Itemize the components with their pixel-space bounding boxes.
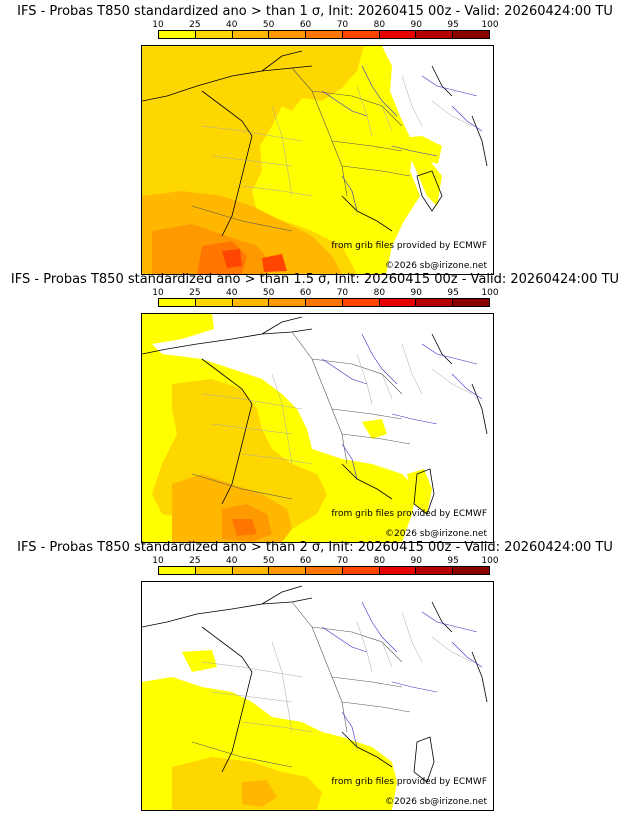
colorbar-tick-label: 90 bbox=[410, 20, 422, 30]
colorbar bbox=[158, 566, 490, 575]
colorbar-segment bbox=[159, 299, 196, 306]
colorbar-tick-label: 80 bbox=[373, 556, 386, 566]
country-borders bbox=[191, 331, 411, 500]
colorbar-ticks: 10 25 40 50 60 70 80 90 95 100 bbox=[0, 556, 630, 566]
colorbar-segment bbox=[416, 31, 454, 38]
colorbar-segment bbox=[195, 567, 233, 574]
colorbar-segment bbox=[306, 567, 343, 574]
colorbar-tick-label: 95 bbox=[447, 288, 459, 298]
colorbar-tick-label: 25 bbox=[189, 288, 201, 298]
coastline bbox=[142, 50, 488, 237]
colorbar-tick-label: 40 bbox=[226, 556, 238, 566]
colorbar-tick-label: 10 bbox=[152, 288, 164, 298]
colorbar-segment bbox=[379, 299, 417, 306]
colorbar-tick-label: 25 bbox=[189, 556, 201, 566]
map-graphic bbox=[142, 46, 488, 274]
colorbar-tick-label: 100 bbox=[481, 288, 499, 298]
country-borders bbox=[191, 601, 411, 768]
prob-corsica-area bbox=[407, 469, 432, 514]
colorbar-tick-label: 50 bbox=[262, 288, 275, 298]
map-panel-3: IFS - Probas T850 standardized ano > tha… bbox=[0, 540, 630, 811]
copyright-credit: ©2026 sb@irizone.net bbox=[385, 261, 487, 271]
copyright-credit: ©2026 sb@irizone.net bbox=[385, 797, 487, 807]
prob-40-50-area bbox=[242, 780, 277, 807]
colorbar-segment bbox=[416, 299, 454, 306]
data-source-credit: from grib files provided by ECMWF bbox=[331, 777, 487, 787]
coastline bbox=[142, 316, 488, 515]
colorbar-tick-label: 80 bbox=[373, 288, 386, 298]
colorbar-tick-label: 95 bbox=[447, 20, 459, 30]
colorbar-tick-label: 70 bbox=[336, 288, 349, 298]
colorbar-segment bbox=[159, 567, 196, 574]
panel-title: IFS - Probas T850 standardized ano > tha… bbox=[10, 272, 620, 287]
colorbar-segment bbox=[269, 31, 307, 38]
colorbar-tick-label: 50 bbox=[262, 20, 275, 30]
colorbar-segment bbox=[195, 299, 233, 306]
colorbar-tick-label: 60 bbox=[299, 556, 312, 566]
rivers bbox=[321, 601, 483, 748]
map-panel-1: IFS - Probas T850 standardized ano > tha… bbox=[0, 4, 630, 275]
probability-map: from grib files provided by ECMWF ©2026 … bbox=[141, 313, 494, 543]
map-panel-2: IFS - Probas T850 standardized ano > tha… bbox=[0, 272, 630, 543]
rivers bbox=[321, 65, 483, 212]
colorbar-tick-label: 40 bbox=[226, 20, 238, 30]
colorbar-tick-label: 60 bbox=[299, 20, 312, 30]
map-graphic bbox=[142, 585, 488, 810]
coastline bbox=[142, 585, 488, 783]
probability-map: from grib files provided by ECMWF ©2026 … bbox=[141, 581, 494, 811]
prob-corsica-area bbox=[410, 151, 442, 206]
prob-italy-area bbox=[362, 419, 387, 439]
colorbar bbox=[158, 30, 490, 39]
colorbar bbox=[158, 298, 490, 307]
prob-70-80-area bbox=[222, 249, 287, 272]
copyright-credit: ©2026 sb@irizone.net bbox=[385, 529, 487, 539]
prob-italy-area bbox=[400, 136, 442, 164]
map-graphic bbox=[142, 314, 488, 542]
colorbar-tick-label: 60 bbox=[299, 288, 312, 298]
colorbar-segment bbox=[453, 567, 490, 574]
colorbar-tick-label: 70 bbox=[336, 20, 349, 30]
colorbar-segment bbox=[342, 299, 380, 306]
colorbar-tick-label: 100 bbox=[481, 556, 499, 566]
rivers bbox=[321, 333, 483, 480]
colorbar-tick-label: 90 bbox=[410, 288, 422, 298]
colorbar-segment bbox=[342, 31, 380, 38]
colorbar-segment bbox=[453, 31, 490, 38]
panel-title: IFS - Probas T850 standardized ano > tha… bbox=[17, 540, 613, 555]
prob-60-70-area bbox=[232, 519, 257, 536]
colorbar-tick-label: 70 bbox=[336, 556, 349, 566]
panel-title: IFS - Probas T850 standardized ano > tha… bbox=[17, 4, 613, 19]
colorbar-segment bbox=[416, 567, 454, 574]
colorbar-segment bbox=[195, 31, 233, 38]
colorbar-segment bbox=[232, 299, 270, 306]
colorbar-segment bbox=[306, 31, 343, 38]
colorbar-segment bbox=[269, 567, 307, 574]
colorbar-ticks: 10 25 40 50 60 70 80 90 95 100 bbox=[0, 288, 630, 298]
country-borders bbox=[191, 67, 411, 232]
data-source-credit: from grib files provided by ECMWF bbox=[331, 509, 487, 519]
colorbar-segment bbox=[379, 31, 417, 38]
colorbar-tick-label: 90 bbox=[410, 556, 422, 566]
probability-map: from grib files provided by ECMWF ©2026 … bbox=[141, 45, 494, 275]
colorbar-tick-label: 100 bbox=[481, 20, 499, 30]
colorbar-segment bbox=[159, 31, 196, 38]
colorbar-tick-label: 10 bbox=[152, 20, 164, 30]
colorbar-ticks: 10 25 40 50 60 70 80 90 95 100 bbox=[0, 20, 630, 30]
colorbar-tick-label: 40 bbox=[226, 288, 238, 298]
colorbar-segment bbox=[453, 299, 490, 306]
colorbar-tick-label: 50 bbox=[262, 556, 275, 566]
colorbar-tick-label: 95 bbox=[447, 556, 459, 566]
colorbar-segment bbox=[232, 31, 270, 38]
colorbar-segment bbox=[306, 299, 343, 306]
data-source-credit: from grib files provided by ECMWF bbox=[331, 241, 487, 251]
colorbar-segment bbox=[269, 299, 307, 306]
colorbar-segment bbox=[232, 567, 270, 574]
colorbar-segment bbox=[379, 567, 417, 574]
prob-10-25-coast bbox=[182, 650, 217, 672]
colorbar-tick-label: 25 bbox=[189, 20, 201, 30]
colorbar-segment bbox=[342, 567, 380, 574]
colorbar-tick-label: 80 bbox=[373, 20, 386, 30]
colorbar-tick-label: 10 bbox=[152, 556, 164, 566]
